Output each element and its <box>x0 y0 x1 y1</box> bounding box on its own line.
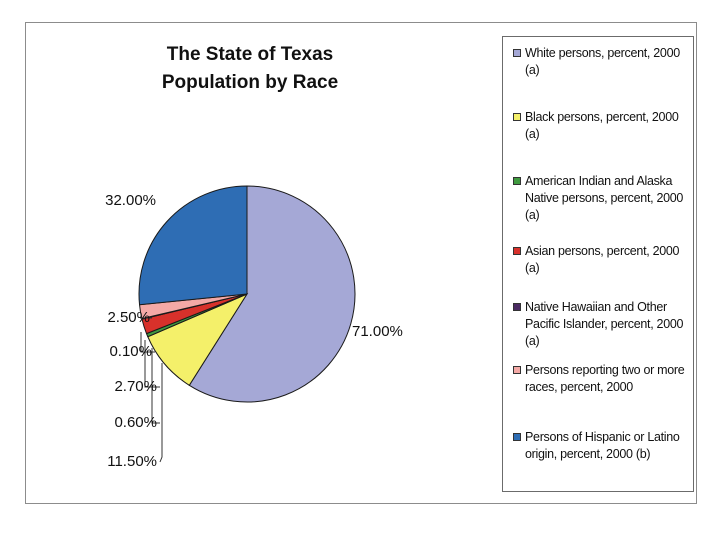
pie-slice-white-persons-percent-2000-a <box>188 185 356 403</box>
legend-swatch <box>513 49 521 57</box>
legend-label: Asian persons, percent, 2000 (a) <box>525 244 680 275</box>
legend-item-0: White persons, percent, 2000 (a) <box>513 45 689 79</box>
slice-labels: 71.00% 11.50% 0.60% 2.70% 0.10% 2.50% 32.00% <box>105 192 403 470</box>
slice-label-5: 2.50% <box>107 309 150 326</box>
legend-label: Persons of Hispanic or Latino origin, pe… <box>525 430 680 461</box>
legend-label: American Indian and Alaska Native person… <box>525 174 684 222</box>
slice-label-0: 71.00% <box>352 323 403 340</box>
leader-line-4 <box>140 332 155 353</box>
legend-item-3: Asian persons, percent, 2000 (a) <box>513 243 689 277</box>
legend-swatch <box>513 113 521 121</box>
chart-title-line-2: Population by Race <box>162 72 338 93</box>
slice-label-1: 11.50% <box>107 453 157 470</box>
legend-item-2: American Indian and Alaska Native person… <box>513 173 689 224</box>
pie-slices <box>138 185 356 403</box>
chart-title-line-1: The State of Texas <box>167 44 333 65</box>
legend-label: White persons, percent, 2000 (a) <box>525 46 680 77</box>
legend-item-1: Black persons, percent, 2000 (a) <box>513 109 689 143</box>
leader-line-1 <box>159 363 163 463</box>
legend-item-5: Persons reporting two or more races, per… <box>513 362 689 396</box>
legend-item-4: Native Hawaiian and Other Pacific Island… <box>513 299 689 350</box>
label-leader-lines <box>140 317 163 463</box>
slice-label-4: 0.10% <box>109 343 152 360</box>
leader-line-3 <box>144 340 160 388</box>
slice-label-3: 2.70% <box>114 378 157 395</box>
legend-label: Black persons, percent, 2000 (a) <box>525 110 679 141</box>
slice-label-2: 0.60% <box>114 414 157 431</box>
leader-line-2 <box>151 348 160 424</box>
legend-swatch <box>513 177 521 185</box>
legend-label: Native Hawaiian and Other Pacific Island… <box>525 300 684 348</box>
legend-swatch <box>513 303 521 311</box>
pie-slice-persons-of-hispanic-or-latino-origin-per <box>138 185 248 306</box>
legend-swatch <box>513 366 521 374</box>
slice-label-6: 32.00% <box>105 192 156 209</box>
legend-item-6: Persons of Hispanic or Latino origin, pe… <box>513 429 689 463</box>
legend: White persons, percent, 2000 (a) Black pe… <box>502 36 694 492</box>
legend-label: Persons reporting two or more races, per… <box>525 363 685 394</box>
legend-swatch <box>513 433 521 441</box>
legend-swatch <box>513 247 521 255</box>
